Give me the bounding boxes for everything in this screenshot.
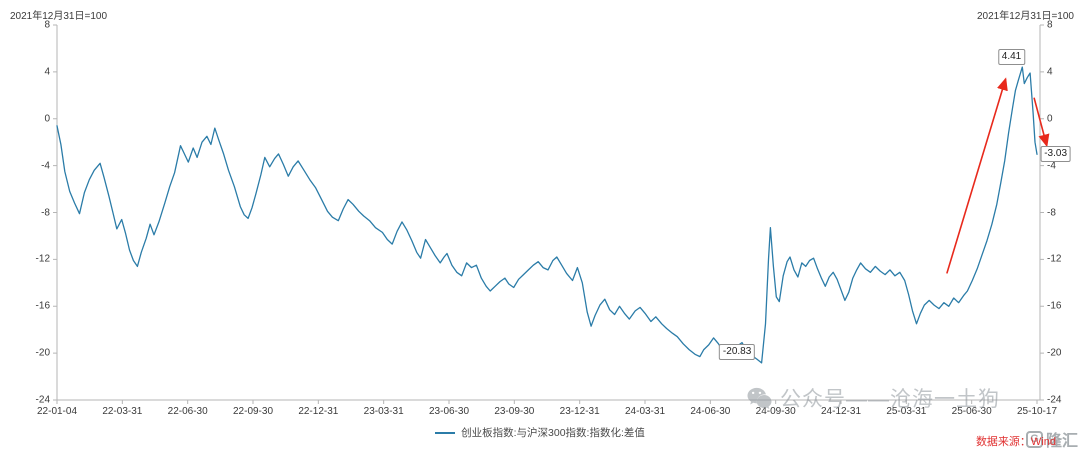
gelonghui-logo-text: 隆汇 [1045, 433, 1078, 450]
index-base-note-right: 2021年12月31日=100 [976, 11, 1074, 22]
trend-arrow [946, 77, 1008, 274]
legend-line-marker [435, 431, 456, 434]
gelonghui-logo: G 隆汇 [1025, 427, 1078, 451]
legend: 创业板指数:与沪深300指数:指数化:差值 [0, 425, 1080, 440]
data-source-note: 数据来源：Wind [975, 436, 1056, 448]
index-base-note-left: 2021年12月31日=100 [10, 11, 108, 22]
gelonghui-logo-icon: G [1025, 430, 1043, 448]
legend-label: 创业板指数:与沪深300指数:指数化:差值 [461, 427, 645, 439]
trend-arrow [1033, 97, 1050, 148]
series-line [56, 66, 1038, 364]
